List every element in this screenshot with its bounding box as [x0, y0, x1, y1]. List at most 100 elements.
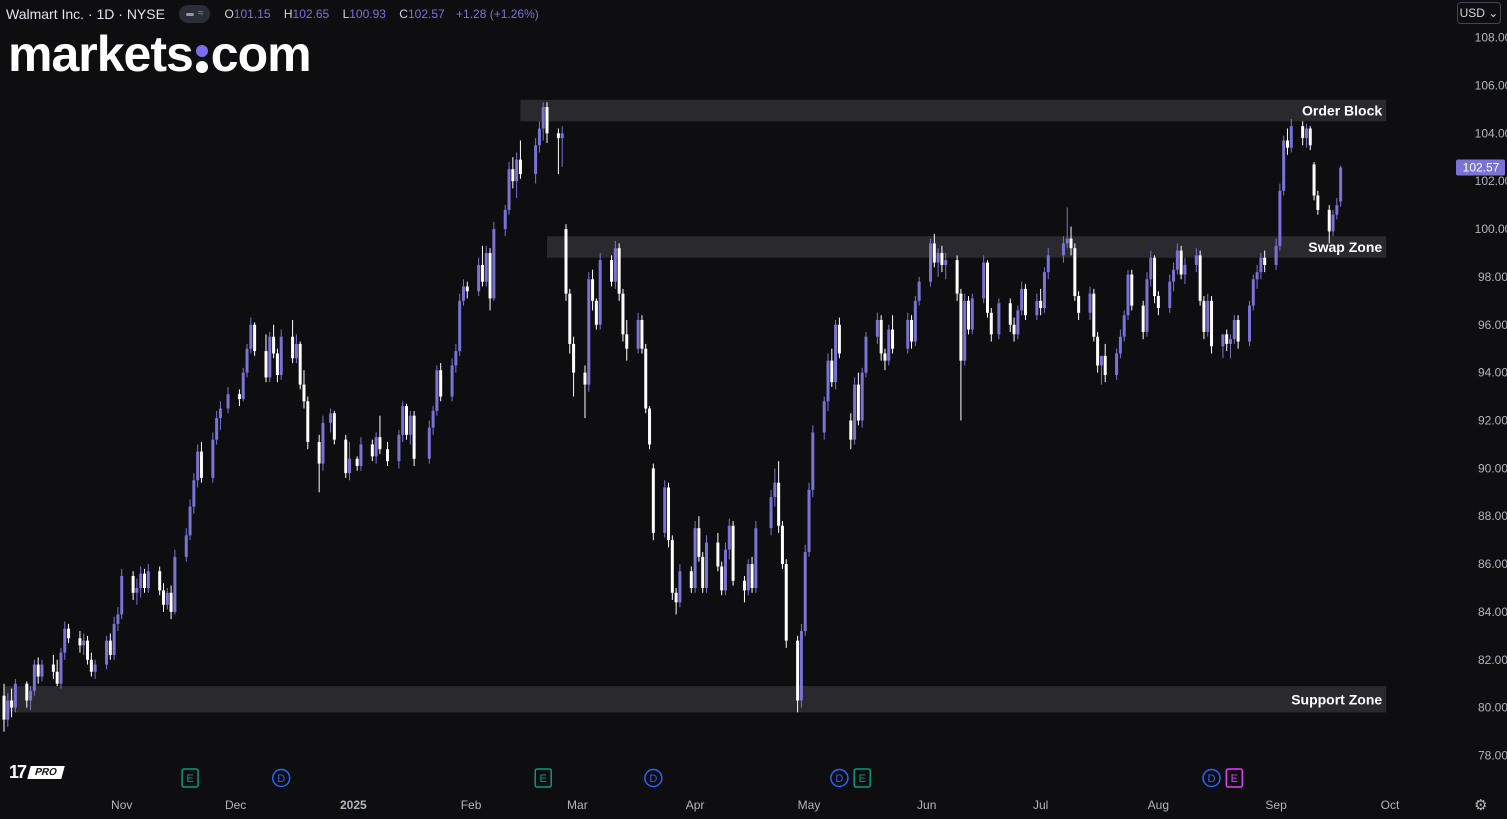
candle-body: [1168, 281, 1172, 309]
y-tick-label: 84.00: [1478, 605, 1507, 619]
candle-body: [1156, 296, 1160, 309]
candle-body: [777, 482, 781, 526]
x-tick-label: Nov: [111, 798, 132, 812]
candle-body: [742, 580, 746, 591]
candle-body: [1092, 293, 1096, 337]
event-letter: D: [277, 773, 285, 785]
candle-body: [1115, 353, 1119, 376]
candle-body: [985, 262, 989, 313]
candle-body: [1008, 303, 1012, 325]
candle-body: [484, 252, 488, 282]
candle-body: [1077, 296, 1081, 313]
candle-body: [883, 353, 887, 361]
candle-body: [477, 264, 481, 292]
candle-body: [967, 300, 971, 330]
candle-body: [644, 348, 648, 409]
candle-body: [1175, 250, 1179, 270]
y-tick-label: 80.00: [1478, 701, 1507, 715]
candle-body: [1198, 255, 1202, 301]
candle-body: [564, 229, 568, 294]
candle-body: [1099, 355, 1103, 366]
candle-body: [693, 528, 697, 588]
earnings-icon: [181, 768, 199, 788]
candle-body: [93, 664, 97, 672]
candle-body: [511, 169, 515, 182]
change-value: +1.28 (+1.26%): [456, 7, 539, 21]
candle-body: [55, 671, 59, 684]
time-axis[interactable]: Nov Dec 2025 Feb Mar Apr May Jun Jul Aug Sep Oct: [111, 798, 1400, 812]
candle-body: [1248, 305, 1252, 342]
zone-label: Order Block: [1302, 103, 1382, 119]
candle-body: [625, 334, 629, 349]
candle-body: [435, 370, 439, 411]
candle-body: [253, 324, 257, 352]
x-tick-label: 2025: [340, 798, 367, 812]
candle-body: [507, 169, 511, 210]
symbol-title[interactable]: Walmart Inc. · 1D · NYSE: [6, 6, 165, 22]
high-value: H102.65: [283, 7, 330, 21]
candle-body: [518, 159, 522, 175]
candle-body: [720, 566, 724, 591]
y-tick-label: 104.00: [1475, 126, 1507, 140]
y-tick-label: 102.00: [1475, 174, 1507, 188]
candle-body: [1251, 279, 1255, 306]
x-tick-label: May: [798, 798, 821, 812]
candle-body: [1225, 334, 1229, 344]
close-value: C102.57: [399, 7, 445, 21]
candle-body: [386, 449, 390, 462]
candle-body: [910, 319, 914, 342]
candle-body: [1202, 300, 1206, 332]
ohlc-readout: O101.15 H102.65 L100.93 C102.57 +1.28 (+…: [222, 7, 542, 21]
candle-body: [1183, 264, 1187, 275]
candle-body: [583, 372, 587, 385]
candle-body: [264, 351, 268, 378]
candle-body: [587, 279, 591, 385]
candle-body: [173, 556, 177, 612]
candle-body: [51, 664, 55, 672]
dividend-icon: [830, 768, 849, 788]
candle-body: [139, 573, 143, 588]
x-tick-label: Jun: [917, 798, 936, 812]
candle-body: [1327, 209, 1331, 232]
candle-body: [727, 525, 731, 550]
x-tick-label: Oct: [1381, 798, 1400, 812]
candle-body: [1278, 190, 1282, 246]
price-axis[interactable]: 78.00 80.00 82.00 84.00 86.00 88.00 90.00 92.00…: [1475, 31, 1507, 763]
candle-body: [1130, 274, 1134, 306]
candle-body: [332, 413, 336, 440]
candle-body: [2, 695, 6, 720]
candle-body: [879, 319, 883, 354]
candle-body: [982, 262, 986, 299]
candle-body: [245, 348, 249, 373]
low-value: L100.93: [342, 7, 386, 21]
candle-body: [1285, 140, 1289, 148]
gear-icon[interactable]: ⚙: [1474, 797, 1488, 814]
x-tick-label: Feb: [461, 798, 482, 812]
candle-body: [1118, 336, 1122, 354]
candle-body: [1308, 128, 1312, 146]
currency-button[interactable]: USD ⌄: [1457, 2, 1501, 24]
candle-body: [1061, 243, 1065, 256]
candle-body: [963, 300, 967, 361]
candle-body: [807, 489, 811, 553]
candle-body: [955, 260, 959, 294]
candle-body: [412, 415, 416, 459]
candle-body: [864, 336, 868, 373]
candle-body: [268, 336, 272, 378]
candle-body: [401, 406, 405, 435]
candle-body: [837, 324, 841, 354]
candle-body: [853, 384, 857, 440]
indicator-toggle[interactable]: ≈: [178, 5, 211, 23]
earnings-icon: [1225, 768, 1244, 788]
candle-body: [1263, 257, 1267, 265]
candle-body: [211, 439, 215, 478]
candle-body: [461, 286, 465, 301]
candle-body: [1236, 319, 1240, 342]
tradingview-logo[interactable]: 17 PRO: [9, 762, 65, 783]
candle-body: [723, 549, 727, 591]
candle-body: [1065, 238, 1069, 244]
candle-body: [465, 286, 469, 292]
candle-body: [275, 353, 279, 376]
candle-body: [1274, 245, 1278, 265]
